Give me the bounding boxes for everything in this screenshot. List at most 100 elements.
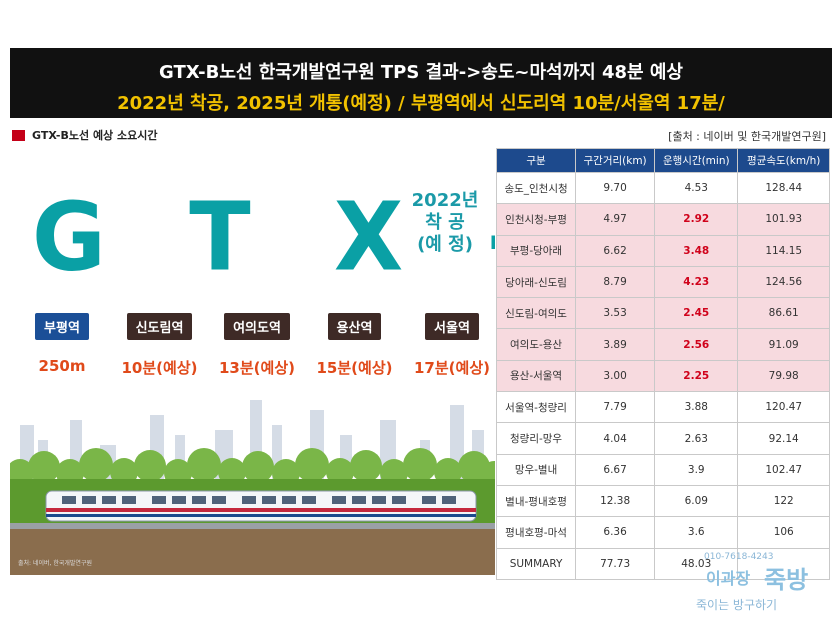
- table-cell-name: 청량리-망우: [495, 422, 577, 455]
- table-cell-time: 2.92: [654, 203, 739, 236]
- station-label: 서울역: [425, 313, 479, 340]
- watermark-logo: 죽방: [764, 566, 809, 594]
- table-body: 송도_인천시청 9.70 4.53 128.44 인천시청-부평 4.97 2.92 101.…: [495, 171, 830, 580]
- table-cell-speed: 91.09: [737, 328, 830, 361]
- station-label: 부평역: [35, 313, 89, 340]
- table-cell-speed: 124.56: [737, 265, 830, 299]
- table-cell-name: 인천시청-부평: [495, 203, 577, 236]
- gtx-b-title: G T X - B: [32, 182, 495, 293]
- table-cell-time: 2.56: [654, 328, 739, 361]
- station-list: 부평역 250m 신도림역 10분(예상) 여의도역 13분(예상) 용산역 1…: [22, 313, 492, 378]
- table-cell-name: 별내-평내호평: [495, 484, 577, 518]
- column-header: 평균속도(km/h): [737, 148, 830, 173]
- table-cell-speed: 106: [737, 516, 830, 549]
- table-cell-speed: 79.98: [737, 359, 830, 393]
- table-cell-name: 부평-당아래: [495, 234, 577, 267]
- table-cell-time: 3.9: [654, 453, 739, 486]
- column-header: 구간거리(km): [575, 148, 656, 173]
- table-cell-dist: 7.79: [575, 391, 656, 424]
- table-cell-dist: 6.62: [575, 234, 656, 267]
- watermark-slogan: 죽이는 방구하기: [696, 598, 778, 612]
- table-row: 부평-당아래 6.62 3.48 114.15: [495, 234, 830, 267]
- table-cell-name: 송도_인천시청: [495, 171, 577, 205]
- start-note-line: (예 정): [417, 234, 473, 255]
- station-label: 여의도역: [224, 313, 290, 340]
- table-cell-speed: 102.47: [737, 453, 830, 486]
- table-cell-time: 2.25: [654, 359, 739, 393]
- table-cell-dist: 4.04: [575, 422, 656, 455]
- table-cell-speed: [737, 547, 830, 580]
- station-time: 10분(예상): [121, 359, 198, 377]
- table-cell-speed: 122: [737, 484, 830, 518]
- image-credit: 출처: 네이버, 한국개발연구원: [18, 560, 92, 567]
- gtx-graphic: G T X - B 2022년 착 공 (예 정) 부평역 250m 신도림역 …: [10, 145, 495, 575]
- table-cell-dist: 3.00: [575, 359, 656, 393]
- station-time: 15분(예상): [316, 359, 393, 377]
- table-cell-speed: 86.61: [737, 297, 830, 330]
- table-row: SUMMARY 77.73 48.03: [495, 547, 830, 580]
- table-row: 신도림-여의도 3.53 2.45 86.61: [495, 297, 830, 330]
- table-cell-speed: 120.47: [737, 391, 830, 424]
- table-row: 당아래-신도림 8.79 4.23 124.56: [495, 265, 830, 299]
- table-cell-speed: 101.93: [737, 203, 830, 236]
- table-cell-time: 3.6: [654, 516, 739, 549]
- table-cell-speed: 114.15: [737, 234, 830, 267]
- station-item: 부평역 250m: [22, 313, 102, 378]
- column-header: 운행시간(min): [654, 148, 739, 173]
- station-item: 용산역 15분(예상): [315, 313, 395, 378]
- table-row: 송도_인천시청 9.70 4.53 128.44: [495, 171, 830, 205]
- table-cell-time: 4.23: [654, 265, 739, 299]
- table-cell-name: 용산-서울역: [495, 359, 577, 393]
- table-cell-speed: 92.14: [737, 422, 830, 455]
- table-cell-name: 서울역-청량리: [495, 391, 577, 424]
- table-cell-name: 당아래-신도림: [495, 265, 577, 299]
- table-cell-dist: 4.97: [575, 203, 656, 236]
- start-note-line: 2022년: [411, 190, 479, 211]
- table-cell-time: 3.88: [654, 391, 739, 424]
- table-cell-dist: 6.36: [575, 516, 656, 549]
- column-header: 구분: [495, 148, 577, 173]
- table-cell-dist: 12.38: [575, 484, 656, 518]
- watermark-name: 이과장: [706, 569, 751, 588]
- table-cell-time: 2.45: [654, 297, 739, 330]
- station-label: 신도림역: [126, 313, 193, 340]
- station-item: 신도림역 10분(예상): [120, 313, 200, 378]
- table-cell-name: 여의도-용산: [495, 328, 577, 361]
- source-note: [출처 : 네이버 및 한국개발연구원]: [668, 130, 826, 143]
- table-cell-time: 6.09: [654, 484, 739, 518]
- table-cell-time: 48.03: [654, 547, 739, 580]
- table-cell-dist: 3.89: [575, 328, 656, 361]
- station-time: 250m: [38, 357, 86, 375]
- train-landscape-illustration: [10, 400, 495, 575]
- table-row: 용산-서울역 3.00 2.25 79.98: [495, 359, 830, 393]
- header-subtitle: 2022년 착공, 2025년 개통(예정) / 부평역에서 신도리역 10분/…: [117, 93, 725, 114]
- start-note: 2022년 착 공 (예 정): [400, 190, 490, 256]
- table-row: 망우-별내 6.67 3.9 102.47: [495, 453, 830, 486]
- table-header-row: 구분 구간거리(km) 운행시간(min) 평균속도(km/h): [495, 148, 830, 173]
- station-time: 13분(예상): [219, 359, 295, 377]
- table-row: 인천시청-부평 4.97 2.92 101.93: [495, 203, 830, 236]
- table-cell-name: 망우-별내: [495, 453, 577, 486]
- watermark-phone: 010-7618-4243: [704, 552, 774, 562]
- section-label: GTX-B노선 예상 소요시간: [12, 127, 158, 143]
- ground: [10, 529, 495, 575]
- table-row: 별내-평내호평 12.38 6.09 122: [495, 484, 830, 518]
- table-cell-time: 2.63: [654, 422, 739, 455]
- station-time: 17분(예상): [414, 359, 490, 377]
- table-cell-time: 3.48: [654, 234, 739, 267]
- section-label-text: GTX-B노선 예상 소요시간: [32, 129, 158, 142]
- table-cell-dist: 8.79: [575, 265, 656, 299]
- station-label: 용산역: [327, 313, 382, 340]
- table-row: 청량리-망우 4.04 2.63 92.14: [495, 422, 830, 455]
- table-cell-dist: 77.73: [575, 547, 656, 580]
- table-row: 서울역-청량리 7.79 3.88 120.47: [495, 391, 830, 424]
- table-cell-name: SUMMARY: [495, 547, 577, 580]
- table-cell-dist: 6.67: [575, 453, 656, 486]
- header-banner: GTX-B노선 한국개발연구원 TPS 결과->송도~마석까지 48분 예상 2…: [10, 48, 832, 118]
- table-cell-name: 평내호평-마석: [495, 516, 577, 549]
- watermark: 010-7618-4243 이과장 죽방 죽이는 방구하기: [690, 552, 830, 618]
- table-cell-speed: 128.44: [737, 171, 830, 205]
- start-note-line: 착 공: [425, 212, 465, 233]
- station-item: 서울역 17분(예상): [412, 313, 492, 378]
- station-item: 여의도역 13분(예상): [217, 313, 297, 378]
